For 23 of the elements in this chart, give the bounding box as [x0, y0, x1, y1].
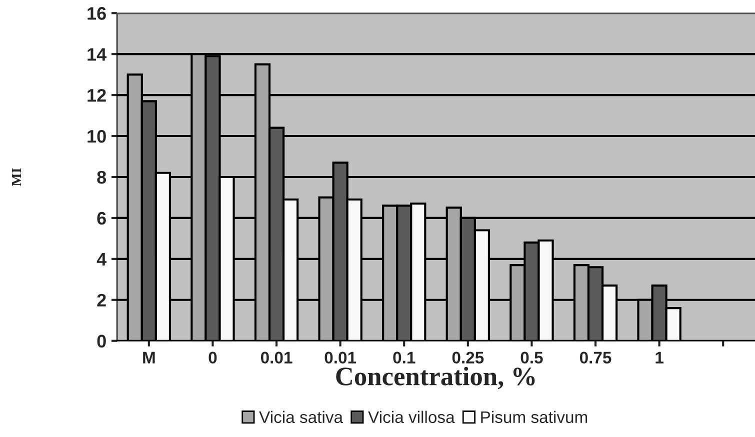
x-tick-label: 0.1	[393, 352, 416, 364]
legend-label: Vicia villosa	[368, 410, 455, 424]
legend-label: Pisum sativum	[481, 410, 588, 424]
y-tick-label: 12	[88, 88, 106, 102]
x-tick-label: 0.01	[260, 352, 292, 364]
y-tick-label: 8	[97, 170, 106, 184]
x-tick-label: 0.75	[580, 352, 612, 364]
y-tick-label: 2	[97, 294, 106, 306]
y-tick-label: 14	[88, 48, 107, 61]
x-tick-label: 0	[208, 352, 217, 364]
y-tick-label: 10	[88, 130, 106, 143]
x-tick-label: 0.5	[520, 352, 543, 364]
y-tick-label: 16	[88, 7, 106, 20]
y-tick-label: 4	[96, 253, 107, 266]
y-tick-label: 6	[97, 212, 106, 225]
y-tick-label: 0	[97, 334, 106, 348]
x-axis-title: Concentration, %	[336, 366, 535, 390]
x-tick-label: 1	[656, 352, 664, 364]
y-axis-title: MI	[12, 168, 22, 186]
x-tick-label: 0.25	[452, 352, 484, 364]
x-tick-label: M	[143, 352, 155, 364]
legend-label: Vicia sativa	[259, 410, 344, 424]
x-tick-label: 0.01	[324, 352, 356, 364]
